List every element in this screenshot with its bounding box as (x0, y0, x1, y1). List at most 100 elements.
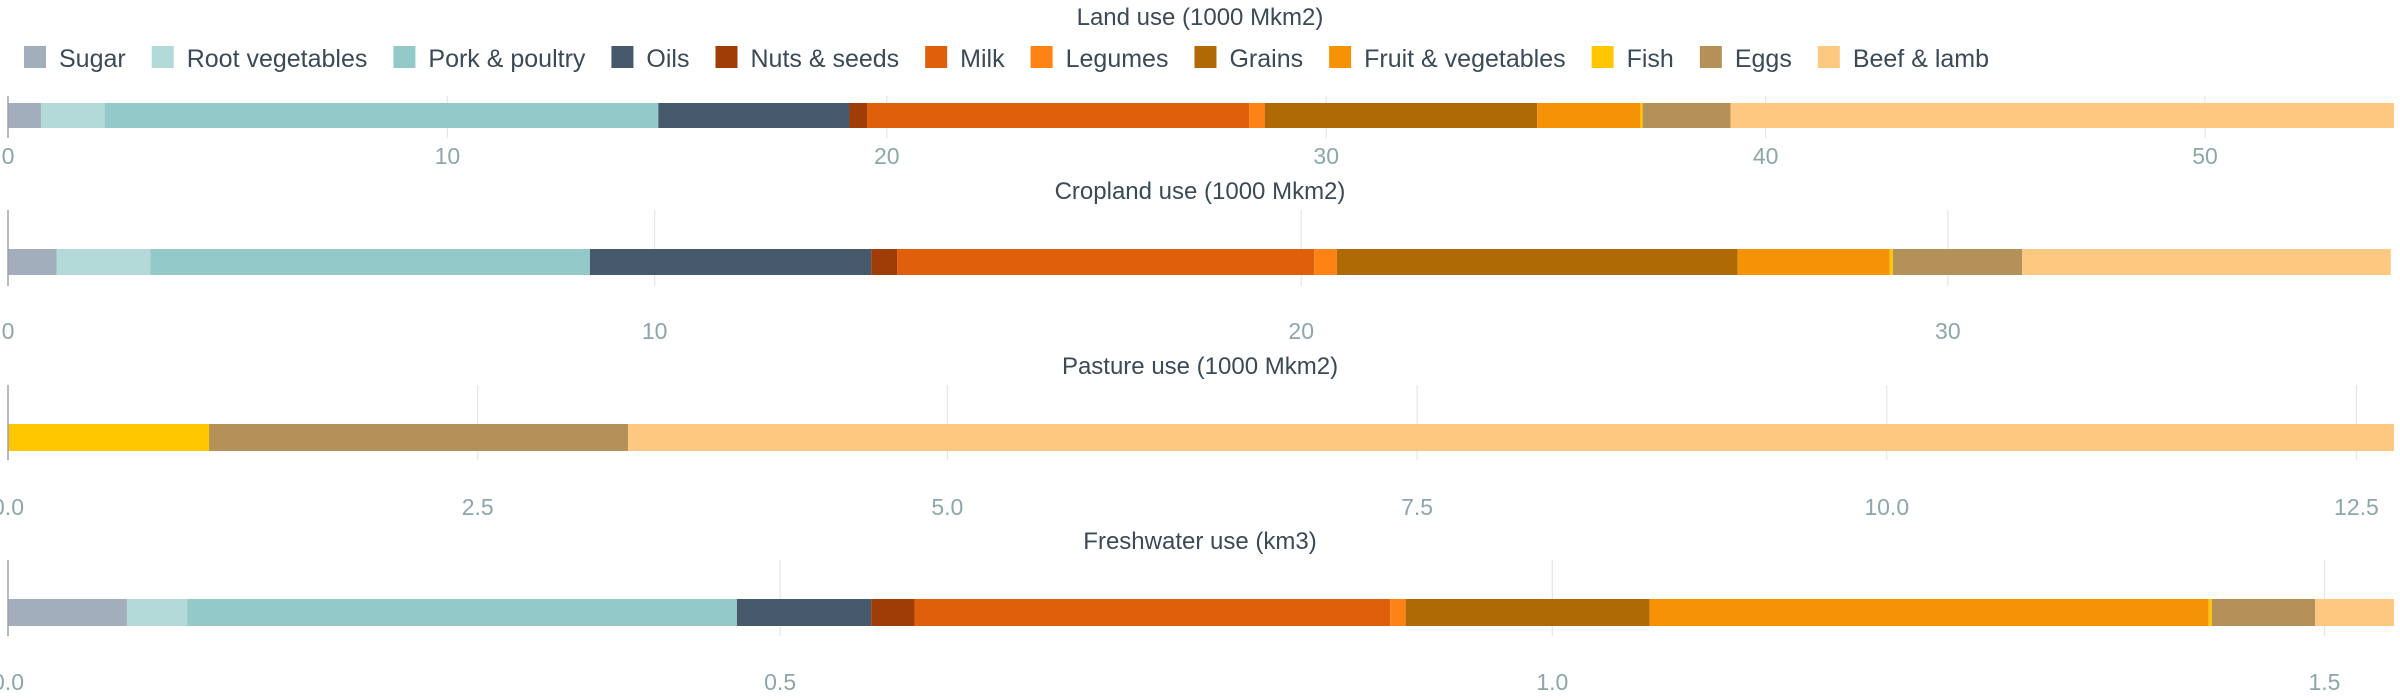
legend-item-fish[interactable]: Fish (1591, 45, 1674, 73)
legend-swatch-eggs (1699, 46, 1722, 68)
bar-segment-pork-and-poultry[interactable] (187, 599, 737, 626)
tick-label: 30 (1313, 143, 1339, 169)
bar-segment-eggs[interactable] (1892, 249, 2023, 275)
bar-segment-oils[interactable] (589, 249, 872, 275)
legend-swatch-oils (611, 46, 634, 68)
tick-label: 50 (2192, 143, 2218, 169)
bar-segment-legumes[interactable] (1249, 103, 1265, 128)
bar-segment-root-vegetables[interactable] (40, 103, 105, 128)
bar-segment-milk[interactable] (914, 599, 1391, 626)
legend-label-sugar: Sugar (59, 45, 126, 73)
tick-label: 0 (2, 143, 15, 169)
legend-item-beef-and-lamb[interactable]: Beef & lamb (1817, 45, 1989, 73)
legend-label-beef-and-lamb: Beef & lamb (1853, 45, 1989, 73)
bar-segment-fruit-and-vegetables[interactable] (1737, 249, 1890, 275)
tick-label: 0.0 (0, 494, 24, 520)
panel-land-use-1000-mkm2: Land use (1000 Mkm2) 0 10 20 30 40 50 (2, 4, 2394, 169)
legend-label-pork-and-poultry: Pork & poultry (428, 45, 586, 73)
bar-segment-fish[interactable] (8, 424, 210, 451)
legend-label-root-vegetables: Root vegetables (187, 45, 368, 73)
tick-label: 20 (1288, 318, 1314, 344)
legend-label-fruit-and-vegetables: Fruit & vegetables (1364, 45, 1566, 73)
panel-cropland-use-1000-mkm2: Cropland use (1000 Mkm2) 0 10 20 30 (2, 178, 2391, 344)
legend-item-oils[interactable]: Oils (611, 45, 689, 73)
legend-item-fruit-and-vegetables[interactable]: Fruit & vegetables (1329, 45, 1566, 73)
bar-segment-pork-and-poultry[interactable] (150, 249, 590, 275)
tick-label: 7.5 (1401, 494, 1433, 520)
tick-label: 1.5 (2309, 669, 2341, 695)
legend-item-eggs[interactable]: Eggs (1699, 45, 1792, 73)
legend-item-pork-and-poultry[interactable]: Pork & poultry (393, 45, 586, 73)
tick-label: 5.0 (931, 494, 963, 520)
legend-item-grains[interactable]: Grains (1194, 45, 1303, 73)
bar-segment-sugar[interactable] (8, 249, 57, 275)
bar-segment-pork-and-poultry[interactable] (104, 103, 659, 128)
panel-title: Land use (1000 Mkm2) (1077, 4, 1324, 31)
legend-label-milk: Milk (960, 45, 1005, 73)
panel-pasture-use-1000-mkm2: Pasture use (1000 Mkm2) 0.0 2.5 5.0 7.5 10.0 1… (0, 353, 2394, 520)
legend-swatch-legumes (1030, 46, 1053, 68)
panel-title: Pasture use (1000 Mkm2) (1062, 353, 1338, 380)
bar-segment-oils[interactable] (736, 599, 872, 626)
bar-segment-sugar[interactable] (8, 103, 41, 128)
bar-segment-sugar[interactable] (8, 599, 127, 626)
panel-title: Cropland use (1000 Mkm2) (1055, 178, 1346, 205)
bar-segment-fruit-and-vegetables[interactable] (1537, 103, 1641, 128)
legend-swatch-grains (1194, 46, 1217, 68)
legend-item-milk[interactable]: Milk (925, 45, 1005, 73)
tick-label: 12.5 (2334, 494, 2379, 520)
tick-label: 30 (1935, 318, 1961, 344)
bar-segment-nuts-and-seeds[interactable] (871, 599, 915, 626)
bar-segment-fish[interactable] (1889, 249, 1893, 275)
bar-segment-beef-and-lamb[interactable] (627, 424, 2394, 451)
legend-label-nuts-and-seeds: Nuts & seeds (750, 45, 899, 73)
bar-segment-nuts-and-seeds[interactable] (849, 103, 868, 128)
bar-segment-beef-and-lamb[interactable] (2022, 249, 2391, 275)
legend-swatch-pork-and-poultry (393, 46, 416, 68)
legend-label-oils: Oils (646, 45, 689, 73)
bar-segment-eggs[interactable] (2211, 599, 2316, 626)
bar-segment-oils[interactable] (658, 103, 850, 128)
legend-swatch-root-vegetables (151, 46, 174, 68)
bar-segment-fish[interactable] (2208, 599, 2212, 626)
tick-label: 0.0 (0, 669, 24, 695)
bar-segment-root-vegetables[interactable] (126, 599, 188, 626)
bar-segment-root-vegetables[interactable] (56, 249, 151, 275)
bar-segment-legumes[interactable] (1390, 599, 1406, 626)
legend-item-root-vegetables[interactable]: Root vegetables (151, 45, 368, 73)
legend-swatch-nuts-and-seeds (715, 46, 738, 68)
tick-label: 0.5 (764, 669, 796, 695)
bar-segment-eggs[interactable] (209, 424, 628, 451)
tick-label: 10 (642, 318, 668, 344)
bar-segment-beef-and-lamb[interactable] (1730, 103, 2394, 128)
bar-segment-milk[interactable] (867, 103, 1250, 128)
tick-label: 1.0 (1536, 669, 1568, 695)
panel-title: Freshwater use (km3) (1083, 528, 1316, 555)
bar-segment-eggs[interactable] (1642, 103, 1731, 128)
bar-segment-fish[interactable] (1640, 103, 1643, 128)
legend-label-eggs: Eggs (1735, 45, 1792, 73)
bar-segment-fruit-and-vegetables[interactable] (1649, 599, 2209, 626)
legend-item-nuts-and-seeds[interactable]: Nuts & seeds (715, 45, 899, 73)
legend-label-grains: Grains (1229, 45, 1303, 73)
bar-segment-milk[interactable] (897, 249, 1315, 275)
bar-segment-grains[interactable] (1405, 599, 1650, 626)
legend-swatch-sugar (24, 46, 46, 68)
legend-item-sugar[interactable]: Sugar (24, 45, 126, 73)
legend-item-legumes[interactable]: Legumes (1030, 45, 1169, 73)
tick-label: 40 (1753, 143, 1779, 169)
tick-label: 20 (874, 143, 900, 169)
bar-segment-legumes[interactable] (1314, 249, 1337, 275)
bar-segment-grains[interactable] (1264, 103, 1538, 128)
tick-label: 0 (2, 318, 15, 344)
legend-swatch-fish (1591, 46, 1614, 68)
bar-segment-nuts-and-seeds[interactable] (871, 249, 898, 275)
tick-label: 10 (435, 143, 461, 169)
tick-label: 2.5 (462, 494, 494, 520)
panel-freshwater-use-km3: Freshwater use (km3) 0.0 0.5 1.0 1.5 (0, 528, 2394, 695)
bar-segment-grains[interactable] (1336, 249, 1738, 275)
bar-segment-beef-and-lamb[interactable] (2315, 599, 2394, 626)
legend: Sugar Root vegetables Pork & poultry Oils Nu… (24, 45, 1989, 73)
panels: Land use (1000 Mkm2) 0 10 20 30 40 50 Cropland … (0, 4, 2394, 695)
